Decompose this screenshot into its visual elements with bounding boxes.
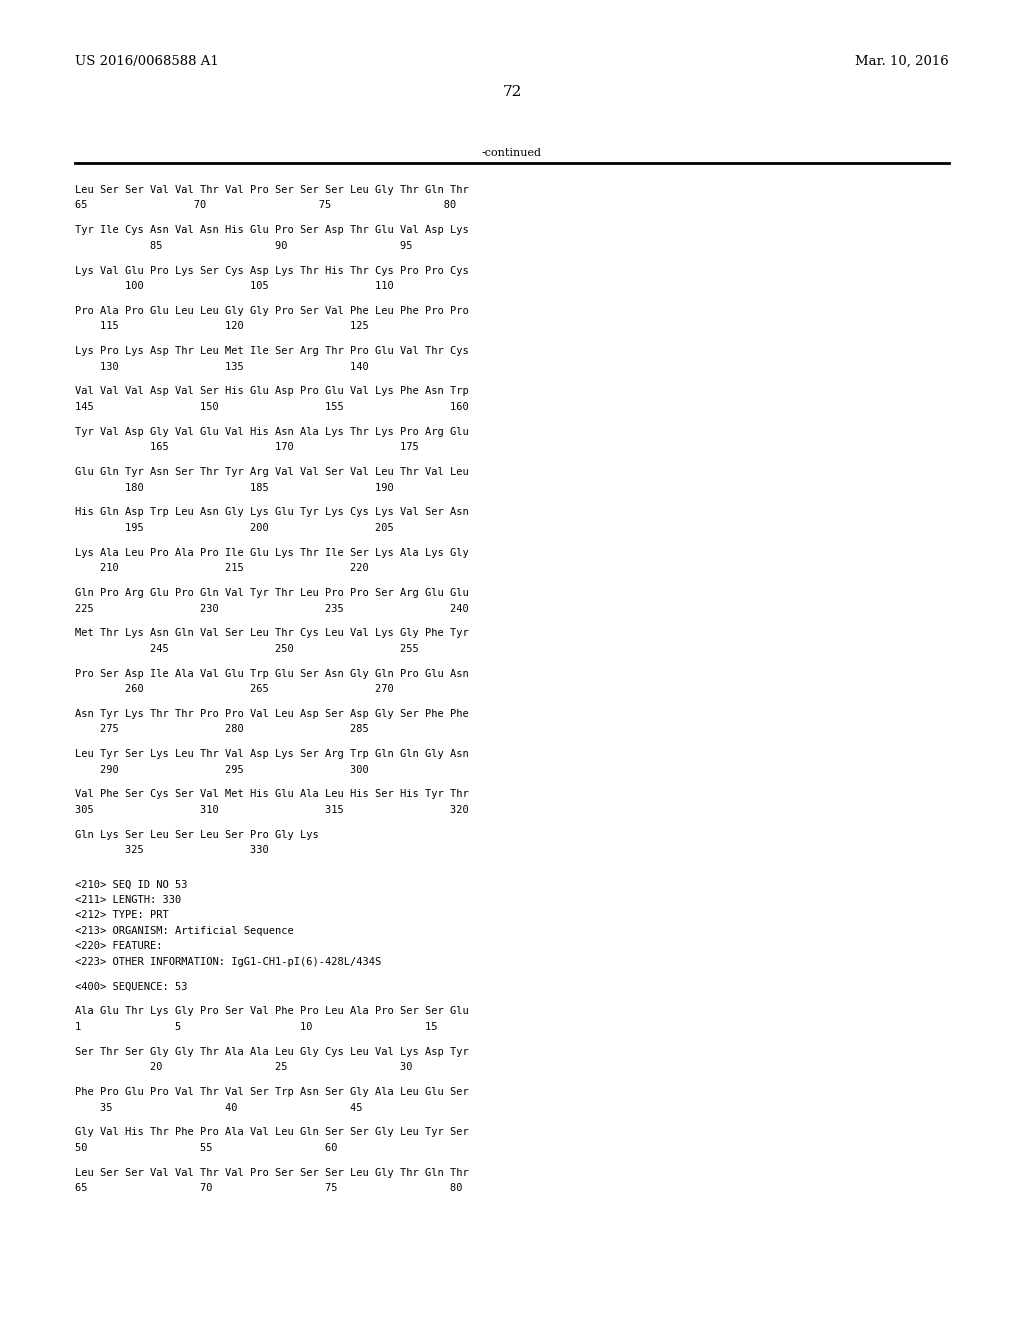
Text: Tyr Ile Cys Asn Val Asn His Glu Pro Ser Asp Thr Glu Val Asp Lys: Tyr Ile Cys Asn Val Asn His Glu Pro Ser … [75,226,469,235]
Text: Val Phe Ser Cys Ser Val Met His Glu Ala Leu His Ser His Tyr Thr: Val Phe Ser Cys Ser Val Met His Glu Ala … [75,789,469,800]
Text: 35                  40                  45: 35 40 45 [75,1102,362,1113]
Text: Gln Pro Arg Glu Pro Gln Val Tyr Thr Leu Pro Pro Ser Arg Glu Glu: Gln Pro Arg Glu Pro Gln Val Tyr Thr Leu … [75,587,469,598]
Text: Asn Tyr Lys Thr Thr Pro Pro Val Leu Asp Ser Asp Gly Ser Phe Phe: Asn Tyr Lys Thr Thr Pro Pro Val Leu Asp … [75,709,469,719]
Text: 1               5                   10                  15: 1 5 10 15 [75,1022,437,1032]
Text: Ser Thr Ser Gly Gly Thr Ala Ala Leu Gly Cys Leu Val Lys Asp Tyr: Ser Thr Ser Gly Gly Thr Ala Ala Leu Gly … [75,1047,469,1057]
Text: Leu Tyr Ser Lys Leu Thr Val Asp Lys Ser Arg Trp Gln Gln Gly Asn: Leu Tyr Ser Lys Leu Thr Val Asp Lys Ser … [75,750,469,759]
Text: <223> OTHER INFORMATION: IgG1-CH1-pI(6)-428L/434S: <223> OTHER INFORMATION: IgG1-CH1-pI(6)-… [75,957,381,966]
Text: US 2016/0068588 A1: US 2016/0068588 A1 [75,55,219,69]
Text: 260                 265                 270: 260 265 270 [75,684,394,694]
Text: 85                  90                  95: 85 90 95 [75,240,413,251]
Text: Gln Lys Ser Leu Ser Leu Ser Pro Gly Lys: Gln Lys Ser Leu Ser Leu Ser Pro Gly Lys [75,830,318,840]
Text: 65                  70                  75                  80: 65 70 75 80 [75,1183,463,1193]
Text: 225                 230                 235                 240: 225 230 235 240 [75,603,469,614]
Text: Leu Ser Ser Val Val Thr Val Pro Ser Ser Ser Leu Gly Thr Gln Thr: Leu Ser Ser Val Val Thr Val Pro Ser Ser … [75,1168,469,1177]
Text: 50                  55                  60: 50 55 60 [75,1143,338,1152]
Text: 100                 105                 110: 100 105 110 [75,281,394,292]
Text: Pro Ala Pro Glu Leu Leu Gly Gly Pro Ser Val Phe Leu Phe Pro Pro: Pro Ala Pro Glu Leu Leu Gly Gly Pro Ser … [75,306,469,315]
Text: 145                 150                 155                 160: 145 150 155 160 [75,403,469,412]
Text: 130                 135                 140: 130 135 140 [75,362,369,372]
Text: Met Thr Lys Asn Gln Val Ser Leu Thr Cys Leu Val Lys Gly Phe Tyr: Met Thr Lys Asn Gln Val Ser Leu Thr Cys … [75,628,469,639]
Text: Phe Pro Glu Pro Val Thr Val Ser Trp Asn Ser Gly Ala Leu Glu Ser: Phe Pro Glu Pro Val Thr Val Ser Trp Asn … [75,1088,469,1097]
Text: 195                 200                 205: 195 200 205 [75,523,394,533]
Text: 115                 120                 125: 115 120 125 [75,321,369,331]
Text: 72: 72 [503,84,521,99]
Text: <213> ORGANISM: Artificial Sequence: <213> ORGANISM: Artificial Sequence [75,925,294,936]
Text: <220> FEATURE:: <220> FEATURE: [75,941,163,952]
Text: Leu Ser Ser Val Val Thr Val Pro Ser Ser Ser Leu Gly Thr Gln Thr: Leu Ser Ser Val Val Thr Val Pro Ser Ser … [75,185,469,195]
Text: <211> LENGTH: 330: <211> LENGTH: 330 [75,895,181,906]
Text: Mar. 10, 2016: Mar. 10, 2016 [855,55,949,69]
Text: <400> SEQUENCE: 53: <400> SEQUENCE: 53 [75,982,187,991]
Text: Tyr Val Asp Gly Val Glu Val His Asn Ala Lys Thr Lys Pro Arg Glu: Tyr Val Asp Gly Val Glu Val His Asn Ala … [75,426,469,437]
Text: Glu Gln Tyr Asn Ser Thr Tyr Arg Val Val Ser Val Leu Thr Val Leu: Glu Gln Tyr Asn Ser Thr Tyr Arg Val Val … [75,467,469,477]
Text: Gly Val His Thr Phe Pro Ala Val Leu Gln Ser Ser Gly Leu Tyr Ser: Gly Val His Thr Phe Pro Ala Val Leu Gln … [75,1127,469,1138]
Text: Lys Ala Leu Pro Ala Pro Ile Glu Lys Thr Ile Ser Lys Ala Lys Gly: Lys Ala Leu Pro Ala Pro Ile Glu Lys Thr … [75,548,469,557]
Text: <212> TYPE: PRT: <212> TYPE: PRT [75,911,169,920]
Text: 290                 295                 300: 290 295 300 [75,764,369,775]
Text: 245                 250                 255: 245 250 255 [75,644,419,653]
Text: Ala Glu Thr Lys Gly Pro Ser Val Phe Pro Leu Ala Pro Ser Ser Glu: Ala Glu Thr Lys Gly Pro Ser Val Phe Pro … [75,1006,469,1016]
Text: 325                 330: 325 330 [75,845,268,855]
Text: -continued: -continued [482,148,542,158]
Text: Lys Pro Lys Asp Thr Leu Met Ile Ser Arg Thr Pro Glu Val Thr Cys: Lys Pro Lys Asp Thr Leu Met Ile Ser Arg … [75,346,469,356]
Text: <210> SEQ ID NO 53: <210> SEQ ID NO 53 [75,879,187,890]
Text: 165                 170                 175: 165 170 175 [75,442,419,453]
Text: 210                 215                 220: 210 215 220 [75,564,369,573]
Text: Pro Ser Asp Ile Ala Val Glu Trp Glu Ser Asn Gly Gln Pro Glu Asn: Pro Ser Asp Ile Ala Val Glu Trp Glu Ser … [75,669,469,678]
Text: Val Val Val Asp Val Ser His Glu Asp Pro Glu Val Lys Phe Asn Trp: Val Val Val Asp Val Ser His Glu Asp Pro … [75,387,469,396]
Text: His Gln Asp Trp Leu Asn Gly Lys Glu Tyr Lys Cys Lys Val Ser Asn: His Gln Asp Trp Leu Asn Gly Lys Glu Tyr … [75,507,469,517]
Text: 305                 310                 315                 320: 305 310 315 320 [75,805,469,814]
Text: 65                 70                  75                  80: 65 70 75 80 [75,201,457,210]
Text: Lys Val Glu Pro Lys Ser Cys Asp Lys Thr His Thr Cys Pro Pro Cys: Lys Val Glu Pro Lys Ser Cys Asp Lys Thr … [75,265,469,276]
Text: 275                 280                 285: 275 280 285 [75,725,369,734]
Text: 180                 185                 190: 180 185 190 [75,483,394,492]
Text: 20                  25                  30: 20 25 30 [75,1063,413,1072]
